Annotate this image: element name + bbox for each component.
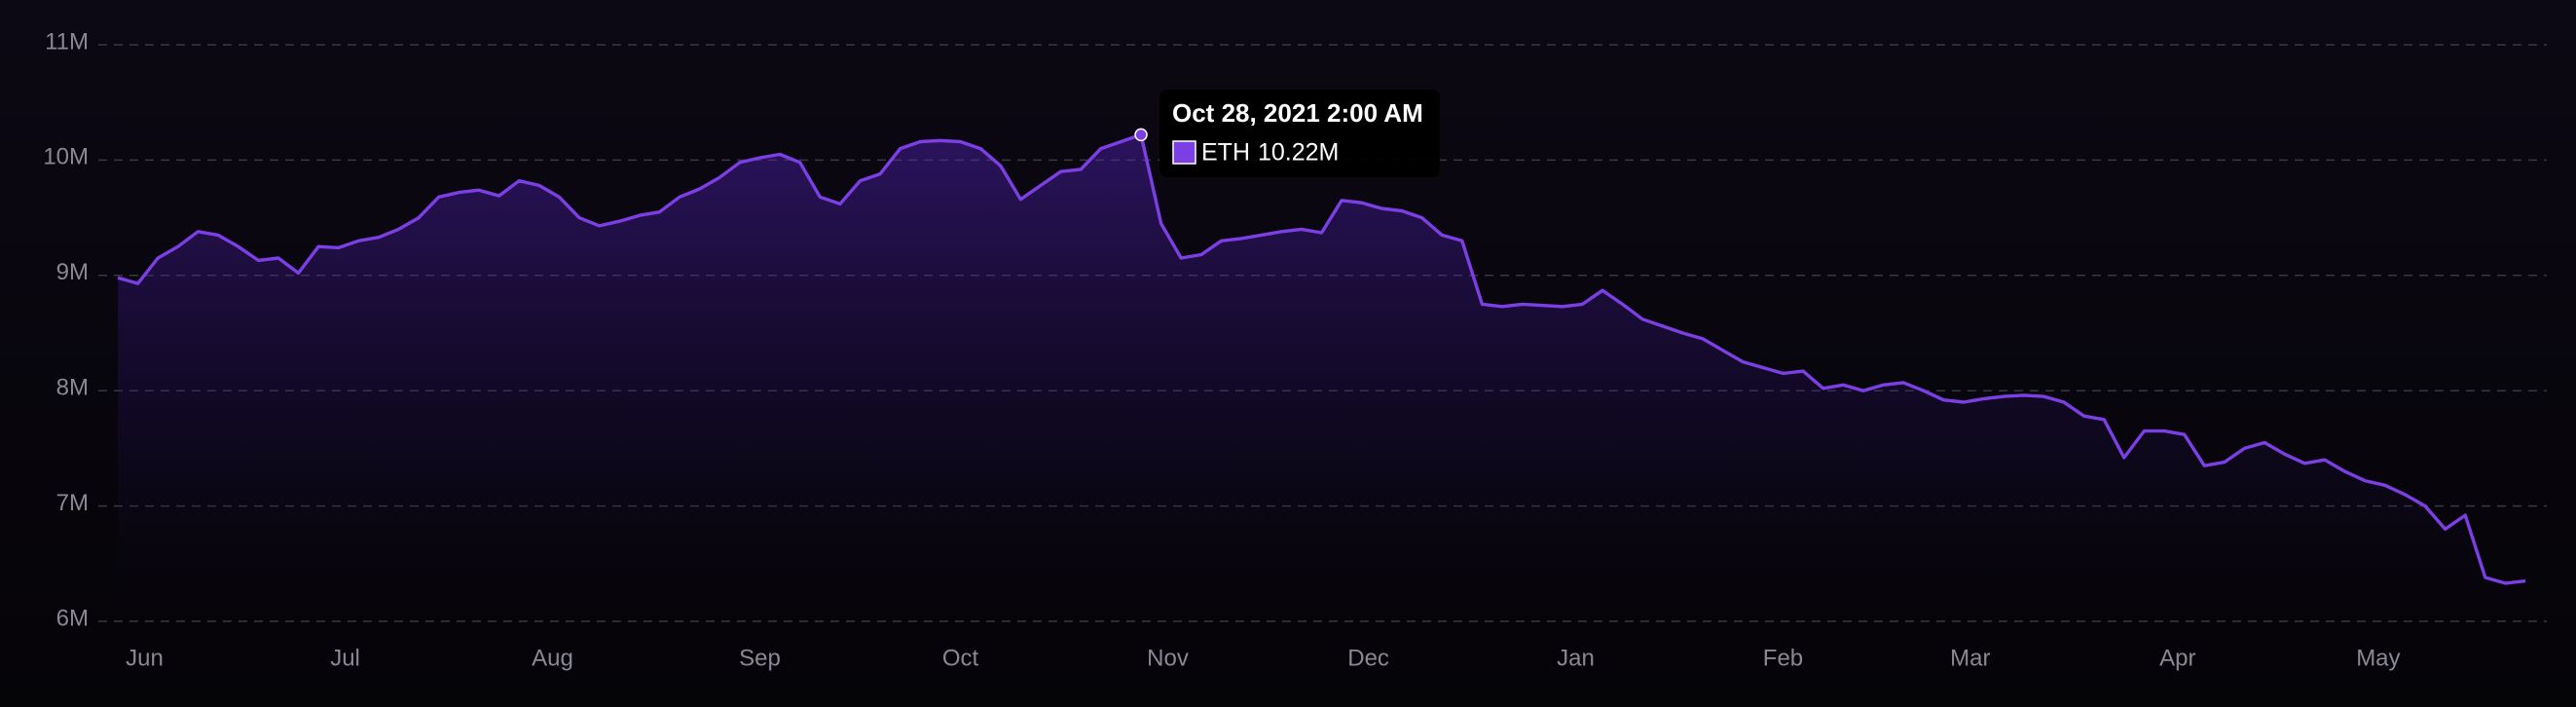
- y-tick-label: 9M: [56, 259, 89, 285]
- tooltip-swatch: [1172, 140, 1196, 165]
- y-tick-label: 8M: [56, 375, 89, 401]
- y-tick-label: 10M: [43, 144, 89, 170]
- x-tick-label: Nov: [1147, 645, 1189, 671]
- tooltip-series: ETH: [1201, 139, 1250, 167]
- x-tick-label: Mar: [1950, 645, 1990, 671]
- tooltip: Oct 28, 2021 2:00 AM ETH 10.22M: [1159, 90, 1440, 177]
- x-tick-label: Oct: [942, 645, 979, 671]
- x-tick-label: Jun: [126, 645, 164, 671]
- y-tick-label: 11M: [45, 28, 89, 55]
- x-tick-label: Dec: [1347, 645, 1389, 671]
- y-tick-label: 7M: [56, 490, 89, 516]
- x-tick-label: Apr: [2159, 645, 2195, 671]
- tooltip-title: Oct 28, 2021 2:00 AM: [1172, 98, 1423, 128]
- line: [117, 132, 2526, 585]
- tooltip-value: 10.22M: [1258, 139, 1339, 167]
- tooltip-box: [1159, 90, 1440, 177]
- area: [118, 134, 2525, 621]
- x-tick-label: Jul: [330, 645, 360, 671]
- x-tick-label: Jan: [1557, 645, 1595, 671]
- y-tick-label: 6M: [56, 605, 89, 631]
- x-tick-label: Feb: [1763, 645, 1803, 671]
- hover-point: [1134, 128, 1148, 142]
- x-tick-label: Aug: [532, 645, 573, 671]
- x-tick-label: May: [2356, 645, 2400, 671]
- plot: [117, 128, 2526, 621]
- x-tick-label: Sep: [739, 645, 781, 671]
